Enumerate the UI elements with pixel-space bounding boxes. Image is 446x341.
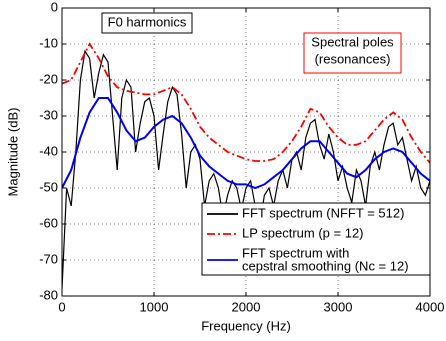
annotation-text: F0 harmonics (108, 14, 187, 29)
legend-label: LP spectrum (p = 12) (242, 225, 364, 240)
y-tick-label: -30 (39, 107, 58, 122)
y-tick-label: -10 (39, 35, 58, 50)
y-tick-label: 0 (51, 0, 58, 14)
annotation-box (303, 32, 402, 74)
x-tick-label: 4000 (416, 299, 445, 314)
x-tick-label: 3000 (324, 299, 353, 314)
series-line (62, 42, 430, 164)
y-tick-label: -70 (39, 251, 58, 266)
x-tick-label: 2000 (232, 299, 261, 314)
annotation-text: Spectral poles (311, 34, 394, 49)
y-axis-label: Magnitude (dB) (5, 108, 20, 197)
series-line (62, 49, 430, 289)
y-tick-label: -50 (39, 179, 58, 194)
annotation-box (101, 12, 193, 34)
legend-label: FFT spectrum with (242, 245, 349, 260)
legend-label: FFT spectrum (NFFT = 512) (242, 205, 404, 220)
plot-frame (61, 7, 431, 297)
annotation-text: (resonances) (315, 51, 391, 66)
x-axis-label: Frequency (Hz) (201, 318, 291, 333)
y-tick-label: -80 (39, 287, 58, 302)
y-tick-label: -60 (39, 215, 58, 230)
x-tick-label: 0 (58, 299, 65, 314)
legend-label: cepstral smoothing (Nc = 12) (242, 258, 409, 273)
y-tick-label: -40 (39, 143, 58, 158)
legend-box (201, 202, 431, 276)
x-tick-label: 1000 (140, 299, 169, 314)
y-tick-label: -20 (39, 71, 58, 86)
series-line (62, 97, 430, 190)
